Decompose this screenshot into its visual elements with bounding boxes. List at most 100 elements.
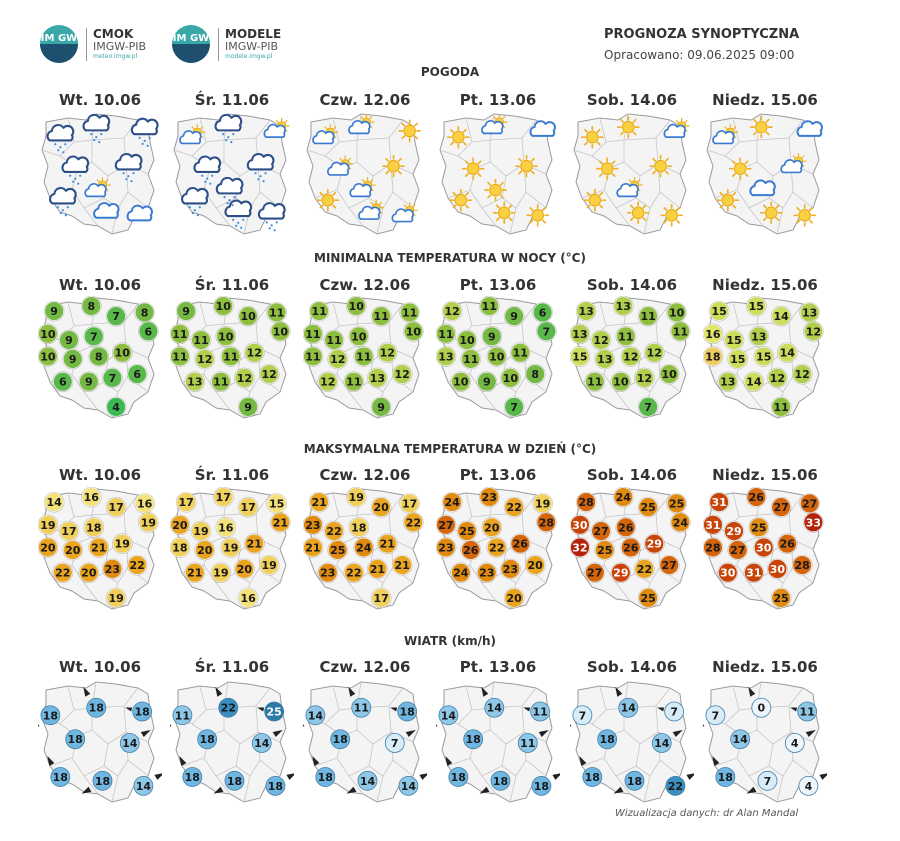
- wind-direction-icon: [748, 686, 756, 697]
- tmax-station: 22: [323, 520, 345, 542]
- tmax-station: 25: [770, 587, 792, 609]
- modele-logo[interactable]: IM GW MODELE IMGW-PIB modele.imgw.pl: [172, 24, 281, 64]
- station-value: 18: [68, 733, 83, 746]
- station-value: 11: [346, 376, 361, 389]
- tmax-station: 30: [717, 562, 739, 583]
- wind-direction-icon: [38, 723, 40, 727]
- station-value: 14: [122, 737, 138, 750]
- tmax-station: 20: [62, 539, 84, 561]
- station-value: 13: [438, 350, 453, 363]
- station-value: 31: [711, 496, 726, 509]
- day-header: Wt. 10.06: [58, 276, 142, 294]
- station-value: 13: [578, 305, 593, 318]
- tmax-station: 18: [170, 537, 191, 558]
- tmax-station: 21: [391, 554, 413, 576]
- tmax-station: 21: [270, 511, 291, 533]
- station-value: 22: [406, 516, 421, 529]
- station-value: 10: [489, 350, 505, 363]
- sun-icon: [660, 203, 684, 227]
- station-value: 10: [240, 310, 256, 323]
- tmax-station: 19: [138, 511, 159, 533]
- tmin-station: 10: [237, 305, 259, 327]
- station-value: 29: [647, 538, 662, 551]
- station-value: 27: [773, 501, 788, 514]
- sun-icon: [616, 115, 640, 139]
- tmax-station: 27: [799, 493, 820, 514]
- cloud-icon: [193, 155, 222, 173]
- station-value: 28: [539, 516, 554, 529]
- tmax-station: 19: [210, 562, 232, 583]
- tmin-station: 11: [170, 346, 191, 367]
- tmin-station: 13: [594, 348, 616, 370]
- sun-icon: [759, 201, 783, 225]
- station-value: 20: [197, 544, 213, 557]
- tmin-station: 6: [138, 320, 159, 342]
- wind-direction-icon: [257, 707, 265, 712]
- tmin-station: 11: [343, 371, 365, 392]
- station-value: 27: [587, 567, 602, 580]
- tmin-station: 10: [486, 346, 508, 367]
- day-header: Niedz. 15.06: [712, 658, 818, 676]
- sun-icon: [793, 203, 817, 227]
- station-value: 13: [370, 372, 385, 385]
- tmax-station: 26: [620, 537, 642, 558]
- station-value: 26: [780, 538, 796, 551]
- station-value: 27: [593, 525, 608, 538]
- day-header: Śr. 11.06: [194, 658, 270, 676]
- rain-drops-icon: [69, 174, 82, 185]
- station-value: 11: [356, 350, 371, 363]
- wind-station: 18: [712, 756, 736, 787]
- tmax-station: 27: [584, 562, 606, 583]
- station-value: 7: [391, 737, 399, 750]
- station-value: 23: [438, 541, 453, 554]
- wind-direction-icon: [348, 686, 356, 697]
- tmin-station: 10: [270, 320, 291, 342]
- station-value: 23: [503, 563, 518, 576]
- tmin-station: 11: [220, 346, 242, 367]
- tmin-station: 10: [346, 296, 367, 317]
- station-value: 18: [718, 771, 733, 784]
- station-value: 11: [354, 702, 369, 715]
- tmin-station: 12: [234, 367, 255, 389]
- tmax-station: 26: [615, 517, 637, 538]
- tmin-station: 12: [441, 300, 463, 322]
- tmin-station: 7: [637, 396, 659, 418]
- sun-icon: [749, 115, 773, 139]
- rain-cloud-icon: [114, 152, 143, 183]
- tmin-station: 11: [584, 371, 606, 392]
- wind-direction-icon: [170, 723, 172, 727]
- sun-icon: [595, 157, 619, 181]
- station-value: 0: [757, 702, 765, 715]
- tmin-station: 16: [703, 323, 724, 345]
- tmin-station: 11: [308, 300, 330, 322]
- section-title-weather: POGODA: [420, 65, 480, 79]
- logo-title: MODELE: [225, 26, 282, 41]
- tmin-station: 10: [348, 326, 370, 347]
- day-header: Niedz. 15.06: [712, 276, 818, 294]
- tmin-station: 12: [791, 363, 813, 385]
- wind-direction-icon: [523, 707, 531, 712]
- tmin-map: 9 87 810 9 7 610 9 8 106 9 7 64: [38, 296, 159, 419]
- station-value: 23: [482, 491, 497, 504]
- station-value: 19: [349, 491, 364, 504]
- tmin-station: 9: [78, 371, 100, 392]
- sun-cloud-icon: [481, 114, 508, 135]
- station-value: 18: [600, 733, 615, 746]
- wind-station: 7: [746, 770, 778, 794]
- tmax-station: 20: [78, 562, 100, 583]
- station-value: 31: [746, 567, 761, 580]
- tmax-station: 22: [52, 562, 74, 583]
- wind-station: 18: [531, 773, 560, 796]
- tmin-station: 9: [43, 300, 65, 322]
- tmax-station: 20: [370, 496, 392, 518]
- logo-title: CMOK: [93, 26, 134, 41]
- tmax-station: 20: [481, 517, 503, 538]
- cmok-logo[interactable]: IM GW CMOK IMGW-PIB meteo.imgw.pl: [40, 24, 146, 64]
- tmin-station: 15: [570, 346, 591, 367]
- tmax-station: 19: [112, 533, 133, 555]
- station-value: 10: [453, 376, 469, 389]
- cloud-icon: [348, 120, 371, 135]
- wind-station: 18: [479, 770, 511, 794]
- tmin-station: 9: [175, 300, 197, 322]
